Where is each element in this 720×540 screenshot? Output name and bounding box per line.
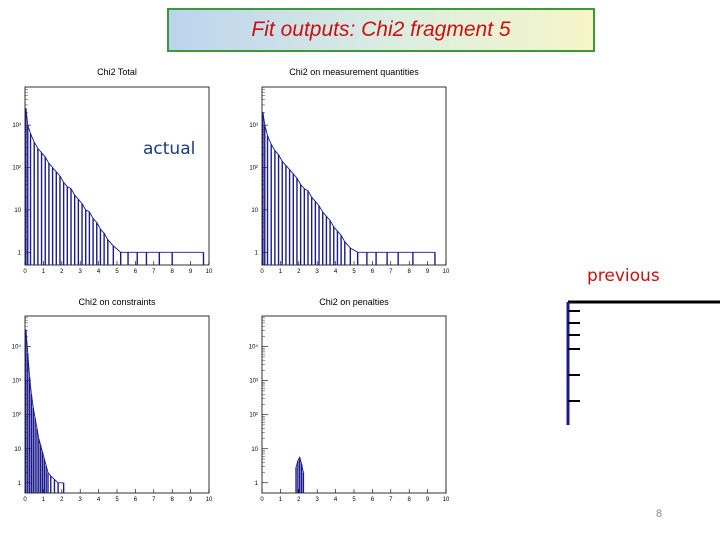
x-tick-label: 1 [42, 269, 46, 275]
x-tick-label: 10 [443, 497, 450, 503]
x-tick-label: 8 [171, 269, 175, 275]
y-tick-label: 10² [249, 413, 258, 419]
x-tick-label: 0 [260, 269, 264, 275]
x-tick-label: 6 [134, 497, 138, 503]
chart-chi2-total: Chi2 Total 0 1 2 3 4 5 6 7 8 9 10 1 10 10² 10³ [12, 67, 213, 275]
y-tick-label: 1 [18, 481, 22, 487]
x-tick-label: 9 [189, 269, 193, 275]
chart-chi2-penalties: Chi2 on penalties 0 1 2 3 4 5 6 7 8 9 10 1 10 10² 10³ 10… [249, 297, 450, 503]
x-tick-label: 4 [334, 269, 338, 275]
y-tick-label: 10⁴ [12, 344, 22, 351]
x-tick-label: 4 [334, 497, 338, 503]
y-tick-label: 1 [255, 250, 259, 256]
chart-title: Chi2 on penalties [319, 297, 389, 307]
slide-title: Fit outputs: Chi2 fragment 5 [251, 18, 511, 41]
x-tick-label: 10 [206, 497, 213, 503]
x-tick-label: 1 [279, 269, 283, 275]
y-tick-label: 10 [251, 208, 258, 214]
x-tick-label: 10 [443, 269, 450, 275]
x-tick-label: 6 [134, 269, 138, 275]
x-tick-label: 6 [371, 497, 375, 503]
x-tick-label: 2 [297, 269, 301, 275]
histogram-outline [25, 329, 64, 484]
y-tick-label: 10 [251, 447, 258, 453]
histogram-outline [295, 456, 304, 473]
x-tick-label: 3 [316, 497, 320, 503]
x-tick-label: 10 [206, 269, 213, 275]
y-tick-label: 10² [12, 166, 21, 172]
page-number: 8 [656, 508, 663, 520]
plot-frame [261, 315, 447, 494]
chart-title: Chi2 Total [97, 67, 137, 77]
x-tick-label: 5 [352, 269, 356, 275]
y-tick-label: 10² [12, 413, 21, 419]
x-tick-label: 7 [389, 497, 393, 503]
x-tick-label: 2 [60, 497, 64, 503]
y-tick-label: 10⁴ [249, 344, 259, 351]
label-actual: actual [142, 139, 197, 159]
y-tick-label: 10³ [12, 379, 21, 385]
x-tick-label: 5 [352, 497, 356, 503]
y-tick-label: 1 [255, 481, 259, 487]
x-tick-label: 8 [408, 269, 412, 275]
x-tick-label: 5 [115, 269, 119, 275]
label-previous: previous [587, 266, 660, 286]
x-tick-label: 3 [79, 269, 83, 275]
x-tick-label: 0 [23, 497, 27, 503]
x-tick-label: 9 [426, 497, 430, 503]
x-tick-label: 5 [115, 497, 119, 503]
x-tick-label: 7 [152, 497, 156, 503]
y-tick-label: 10³ [249, 123, 258, 129]
x-tick-label: 1 [279, 497, 283, 503]
y-tick-label: 10² [249, 166, 258, 172]
previous-plot-fragment [566, 300, 720, 425]
x-tick-label: 0 [260, 497, 264, 503]
x-tick-label: 8 [171, 497, 175, 503]
x-tick-label: 4 [97, 497, 101, 503]
chart-title: Chi2 on constraints [78, 297, 156, 307]
x-tick-label: 0 [23, 269, 27, 275]
y-tick-label: 10³ [249, 379, 258, 385]
chart-chi2-measurement: Chi2 on measurement quantities 0 1 2 3 4 5 6 7 8 9… [249, 67, 450, 275]
x-tick-label: 7 [389, 269, 393, 275]
histogram-outline [262, 112, 435, 253]
chart-chi2-constraints: Chi2 on constraints 0 1 2 3 4 5 6 7 8 9 10 1 10 10² 10³… [12, 297, 213, 503]
x-tick-label: 3 [79, 497, 83, 503]
x-tick-label: 8 [408, 497, 412, 503]
x-tick-label: 2 [60, 269, 64, 275]
histogram-outline [25, 108, 204, 253]
x-tick-label: 6 [371, 269, 375, 275]
x-tick-label: 9 [426, 269, 430, 275]
y-tick-label: 10³ [12, 123, 21, 129]
y-tick-label: 10 [14, 208, 21, 214]
x-tick-label: 1 [42, 497, 46, 503]
y-tick-label: 10 [14, 447, 21, 453]
x-tick-label: 7 [152, 269, 156, 275]
x-tick-label: 3 [316, 269, 320, 275]
slide-title-box: Fit outputs: Chi2 fragment 5 [167, 8, 595, 52]
y-tick-label: 1 [18, 250, 22, 256]
x-tick-label: 2 [297, 497, 301, 503]
x-tick-label: 4 [97, 269, 101, 275]
chart-title: Chi2 on measurement quantities [289, 67, 419, 77]
plot-frame [24, 315, 210, 494]
x-tick-label: 9 [189, 497, 193, 503]
